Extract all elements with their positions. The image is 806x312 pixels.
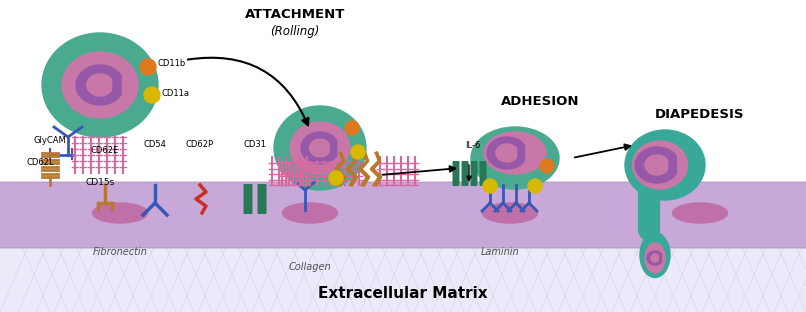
Circle shape [140, 59, 156, 75]
Ellipse shape [290, 122, 350, 174]
Text: ADHESION: ADHESION [501, 95, 580, 108]
Circle shape [345, 121, 359, 135]
Ellipse shape [625, 130, 705, 200]
Text: Fibronectin: Fibronectin [93, 247, 147, 257]
FancyBboxPatch shape [257, 184, 267, 214]
Text: CD31: CD31 [243, 140, 267, 149]
FancyBboxPatch shape [471, 161, 477, 186]
Text: CD11a: CD11a [162, 89, 190, 97]
Circle shape [144, 87, 160, 103]
Ellipse shape [282, 203, 338, 223]
Polygon shape [635, 147, 676, 183]
Text: ATTACHMENT: ATTACHMENT [245, 8, 345, 21]
Text: (Rolling): (Rolling) [270, 25, 320, 38]
Text: CD11b: CD11b [158, 59, 186, 67]
Polygon shape [76, 65, 121, 105]
Ellipse shape [471, 127, 559, 189]
FancyArrowPatch shape [467, 165, 472, 181]
Ellipse shape [484, 132, 546, 174]
Polygon shape [647, 251, 662, 265]
Ellipse shape [42, 33, 158, 137]
Circle shape [540, 159, 554, 173]
Polygon shape [87, 74, 111, 96]
Polygon shape [496, 144, 517, 162]
Circle shape [483, 179, 497, 193]
Circle shape [351, 145, 365, 159]
Polygon shape [651, 254, 659, 262]
Text: DIAPEDESIS: DIAPEDESIS [655, 108, 745, 121]
Ellipse shape [633, 141, 688, 189]
Ellipse shape [483, 203, 538, 223]
Text: CD62L: CD62L [26, 158, 54, 167]
Text: CD15s: CD15s [85, 178, 114, 187]
FancyBboxPatch shape [452, 161, 459, 186]
Ellipse shape [93, 203, 147, 223]
Text: IL-6: IL-6 [465, 141, 480, 150]
Circle shape [528, 179, 542, 193]
Ellipse shape [62, 52, 138, 118]
Text: Collagen: Collagen [289, 262, 331, 272]
Polygon shape [301, 132, 337, 164]
FancyArrowPatch shape [383, 166, 455, 175]
FancyArrowPatch shape [575, 144, 630, 158]
Text: CD62P: CD62P [186, 140, 214, 149]
Text: GlyCAM: GlyCAM [34, 136, 66, 145]
FancyBboxPatch shape [480, 161, 487, 186]
Polygon shape [310, 139, 329, 157]
Text: CD62E: CD62E [91, 146, 119, 155]
Ellipse shape [274, 106, 366, 190]
FancyArrowPatch shape [188, 58, 309, 125]
Text: Extracellular Matrix: Extracellular Matrix [318, 286, 488, 301]
Text: Laminin: Laminin [480, 247, 519, 257]
FancyBboxPatch shape [0, 182, 806, 248]
Polygon shape [645, 155, 667, 175]
Circle shape [329, 171, 343, 185]
Ellipse shape [672, 203, 728, 223]
Ellipse shape [640, 232, 670, 277]
Ellipse shape [645, 243, 665, 273]
FancyBboxPatch shape [0, 195, 806, 312]
Polygon shape [487, 137, 525, 169]
FancyBboxPatch shape [243, 184, 252, 214]
Text: CD54: CD54 [143, 140, 166, 149]
FancyBboxPatch shape [462, 161, 468, 186]
